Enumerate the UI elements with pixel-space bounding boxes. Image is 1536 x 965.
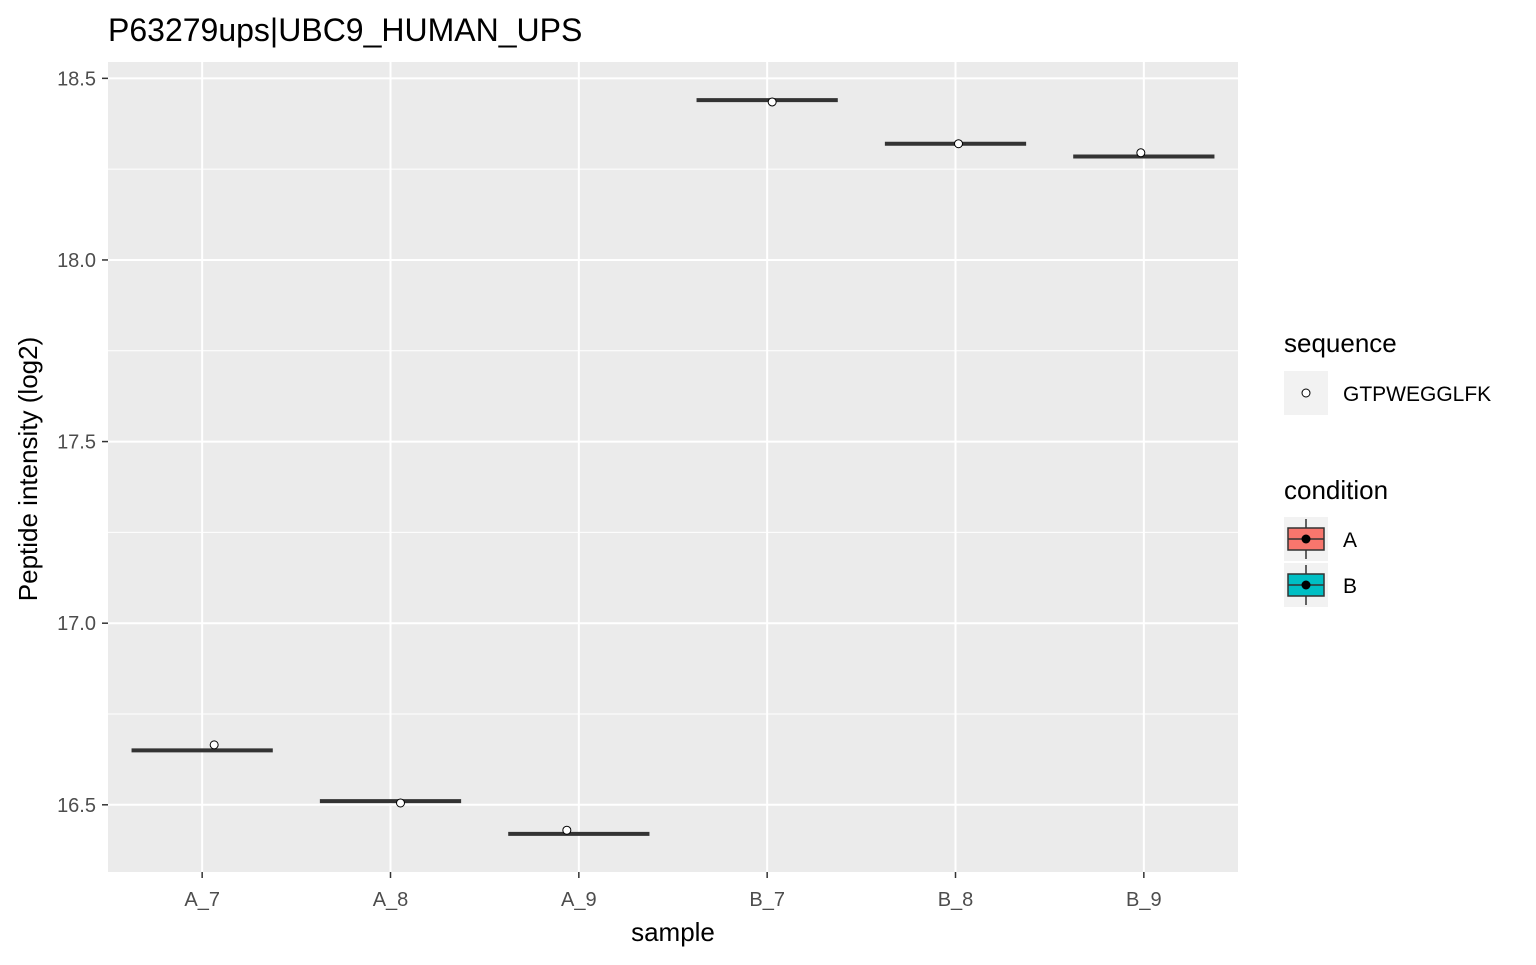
legend-dot — [1301, 534, 1311, 544]
data-point-A_9 — [562, 825, 572, 835]
x-tick-label: A_8 — [373, 889, 409, 911]
x-tick-label: B_8 — [938, 889, 974, 911]
x-tick-label: B_9 — [1126, 889, 1162, 911]
y-tick-label: 17.5 — [57, 432, 96, 454]
data-point-B_9 — [1136, 148, 1146, 158]
legend-point-symbol — [1301, 388, 1311, 398]
y-tick-label: 18.0 — [57, 250, 96, 272]
y-axis-ticks: 16.5 17.0 17.5 18.0 18.5 — [57, 68, 108, 817]
legend-label-sequence: GTPWEGGLFK — [1343, 383, 1491, 406]
data-point-B_7 — [767, 97, 777, 107]
y-tick-label: 18.5 — [57, 68, 96, 90]
plot-panel — [108, 62, 1238, 872]
data-point-A_7 — [209, 740, 219, 750]
y-axis-label: Peptide intensity (log2) — [13, 337, 43, 601]
data-point-B_8 — [954, 139, 963, 149]
legend-title-condition: condition — [1284, 475, 1388, 505]
y-tick-label: 17.0 — [57, 613, 96, 635]
x-tick-label: A_9 — [561, 889, 597, 911]
data-point-A_8 — [396, 798, 405, 808]
x-tick-label: B_7 — [749, 889, 785, 911]
x-tick-label: A_7 — [184, 889, 220, 911]
legend-dot — [1301, 580, 1311, 590]
x-axis-ticks: A_7 A_8 A_9 B_7 B_8 B_9 — [184, 872, 1162, 911]
legend-title-sequence: sequence — [1284, 328, 1397, 358]
panel-background — [108, 62, 1238, 872]
chart-title: P63279ups|UBC9_HUMAN_UPS — [108, 12, 582, 48]
legend-label-condition: A — [1343, 529, 1357, 552]
legend-label-condition: B — [1343, 575, 1357, 598]
x-axis-label: sample — [631, 917, 715, 947]
y-tick-label: 16.5 — [57, 795, 96, 817]
legend: sequence GTPWEGGLFK condition AB — [1284, 328, 1491, 607]
